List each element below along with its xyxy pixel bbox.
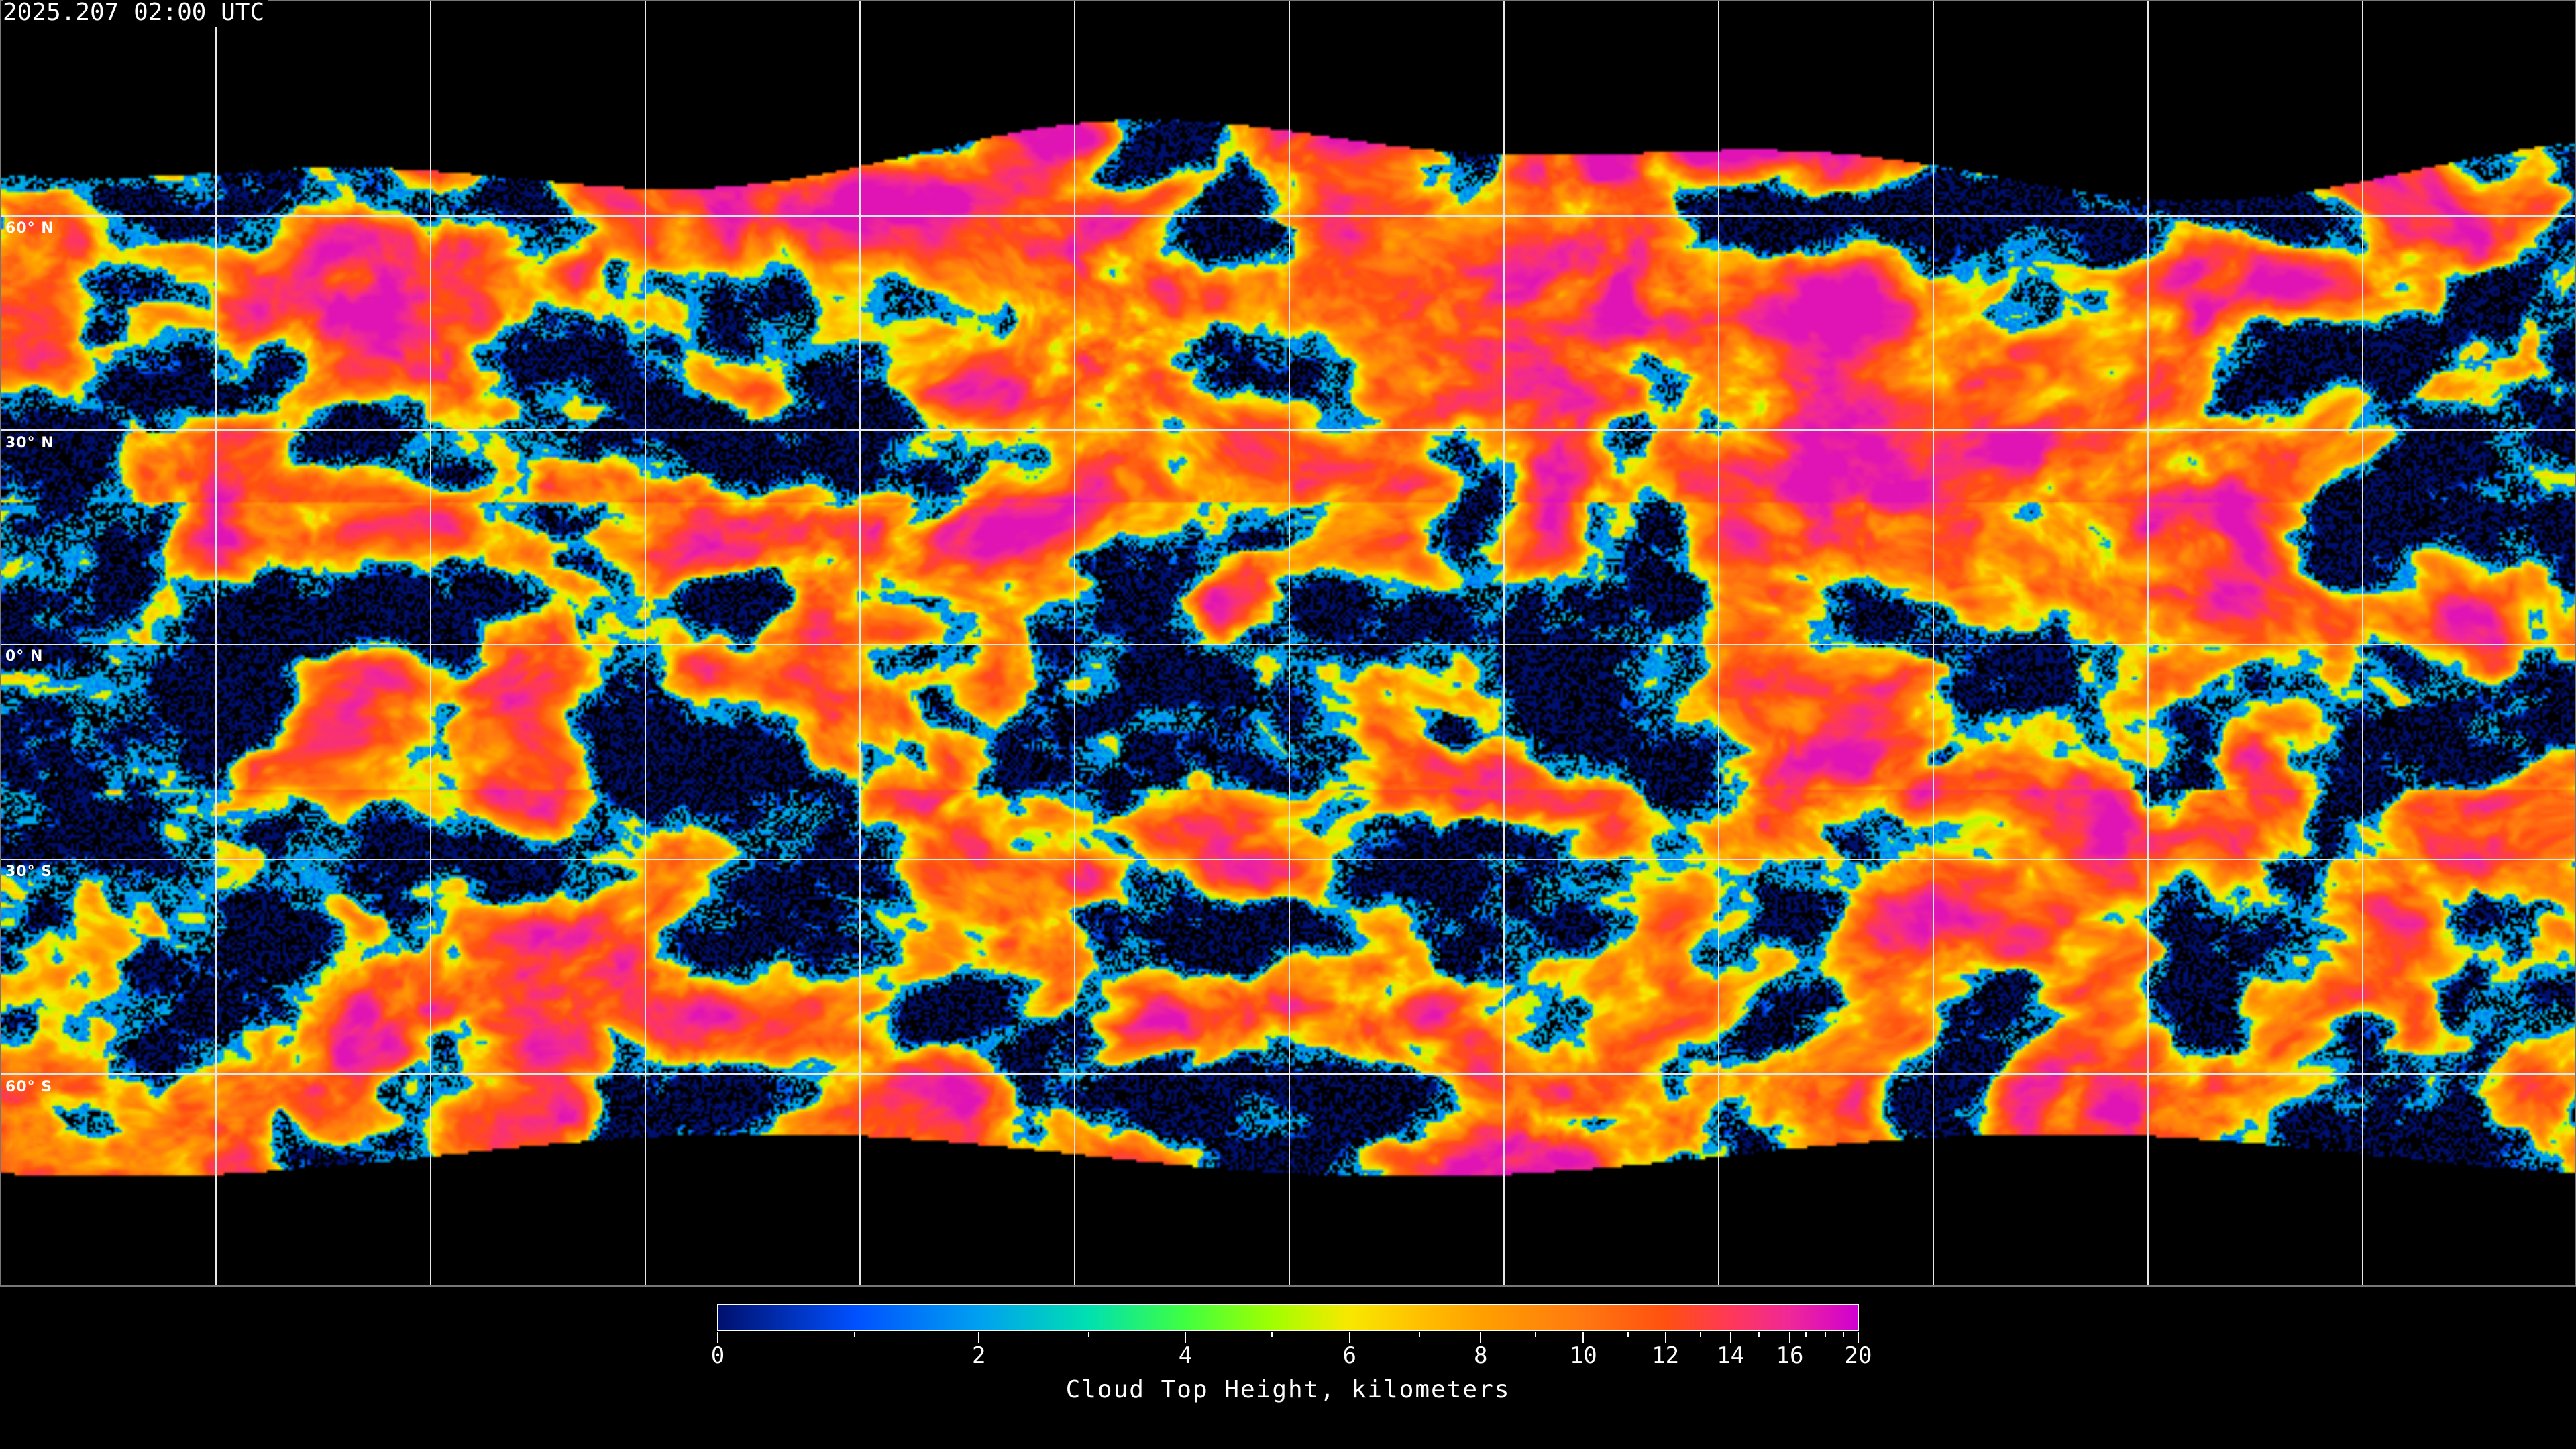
minor-tick xyxy=(1418,1332,1420,1337)
tick-label: 12 xyxy=(1652,1342,1680,1369)
longitude-line xyxy=(430,1,431,1285)
latitude-line xyxy=(1,644,2575,646)
minor-tick xyxy=(1271,1332,1273,1337)
lat-label-0n: 0° N xyxy=(5,648,44,665)
latitude-line xyxy=(1,1073,2575,1075)
minor-tick xyxy=(854,1332,855,1337)
longitude-line xyxy=(215,1,217,1285)
longitude-line xyxy=(1718,1,1719,1285)
minor-tick xyxy=(1087,1332,1089,1337)
tick-label: 0 xyxy=(710,1342,725,1369)
tick-label: 16 xyxy=(1776,1342,1804,1369)
major-tick xyxy=(1185,1332,1186,1343)
minor-tick xyxy=(1534,1332,1536,1337)
lat-label-60s: 60° S xyxy=(5,1079,53,1095)
longitude-line xyxy=(1503,1,1505,1285)
latitude-line xyxy=(1,858,2575,860)
minor-tick xyxy=(1627,1332,1629,1337)
colorbar xyxy=(717,1304,1859,1331)
tick-label: 20 xyxy=(1844,1342,1872,1369)
minor-tick xyxy=(1842,1332,1844,1337)
minor-tick xyxy=(1700,1332,1702,1337)
tick-label: 2 xyxy=(972,1342,986,1369)
colorbar-title: Cloud Top Height, kilometers xyxy=(1065,1376,1511,1403)
lat-label-60n: 60° N xyxy=(5,220,54,237)
minor-tick xyxy=(1824,1332,1826,1337)
tick-label: 6 xyxy=(1342,1342,1357,1369)
major-tick xyxy=(1789,1332,1790,1343)
lat-label-30s: 30° S xyxy=(5,863,53,880)
major-tick xyxy=(978,1332,980,1343)
longitude-line xyxy=(1074,1,1075,1285)
longitude-line xyxy=(859,1,861,1285)
major-tick xyxy=(1729,1332,1731,1343)
tick-label: 8 xyxy=(1474,1342,1488,1369)
tick-label: 4 xyxy=(1178,1342,1193,1369)
minor-tick xyxy=(1805,1332,1807,1337)
lat-label-30n: 30° N xyxy=(5,435,54,451)
longitude-line xyxy=(1933,1,1934,1285)
major-tick xyxy=(717,1332,718,1343)
tick-label: 14 xyxy=(1717,1342,1745,1369)
major-tick xyxy=(1858,1332,1859,1343)
cloud-top-height-map: 60° N 30° N 0° N 30° S 60° S xyxy=(0,0,2576,1287)
latitude-line xyxy=(1,429,2575,431)
timestamp: 2025.207 02:00 UTC xyxy=(3,0,269,27)
longitude-line xyxy=(2147,1,2149,1285)
longitude-line xyxy=(1289,1,1290,1285)
longitude-line xyxy=(2362,1,2363,1285)
latitude-line xyxy=(1,215,2575,217)
longitude-line xyxy=(645,1,646,1285)
major-tick xyxy=(1348,1332,1350,1343)
major-tick xyxy=(1582,1332,1585,1343)
major-tick xyxy=(1664,1332,1666,1343)
tick-label: 10 xyxy=(1569,1342,1597,1369)
minor-tick xyxy=(1758,1332,1760,1337)
major-tick xyxy=(1480,1332,1482,1343)
